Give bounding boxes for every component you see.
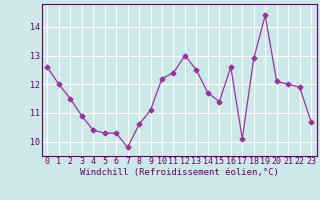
X-axis label: Windchill (Refroidissement éolien,°C): Windchill (Refroidissement éolien,°C) xyxy=(80,168,279,177)
